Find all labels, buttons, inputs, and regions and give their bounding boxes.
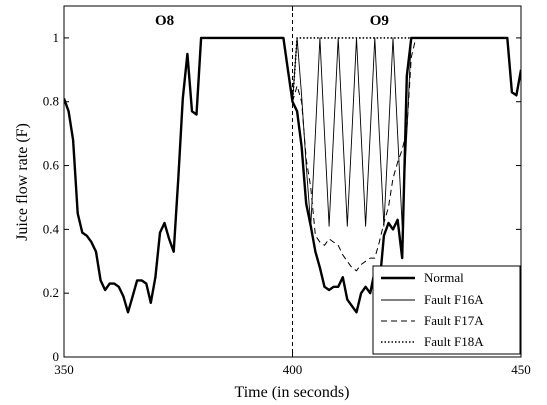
series-line-fault-f16a <box>292 37 416 227</box>
y-tick-label: 0.8 <box>43 94 59 109</box>
legend-label-f16a: Fault F16A <box>424 292 484 307</box>
x-tick-label: 350 <box>54 362 74 377</box>
y-tick-label: 0.4 <box>43 221 60 236</box>
y-tick-label: 0 <box>53 349 60 364</box>
x-axis-title: Time (in seconds) <box>235 384 350 401</box>
legend-label-normal: Normal <box>424 270 464 285</box>
series-line-fault-f18a <box>291 37 416 102</box>
y-tick-label: 0.6 <box>43 158 60 173</box>
y-tick-label: 0.2 <box>43 285 59 300</box>
legend-label-f18a: Fault F18A <box>424 334 484 349</box>
y-axis-title: Juice flow rate (F) <box>14 123 31 241</box>
region-label-o8: O8 <box>155 13 174 29</box>
region-label-o9: O9 <box>370 13 389 29</box>
x-tick-label: 400 <box>283 362 303 377</box>
legend-box <box>372 265 521 355</box>
legend-label-f17a: Fault F17A <box>424 313 484 328</box>
y-tick-label: 1 <box>53 30 60 45</box>
x-tick-label: 450 <box>511 362 531 377</box>
series-line-fault-f17a <box>292 37 417 272</box>
legend: Normal Fault F16A Fault F17A Fault F18A <box>372 265 521 355</box>
